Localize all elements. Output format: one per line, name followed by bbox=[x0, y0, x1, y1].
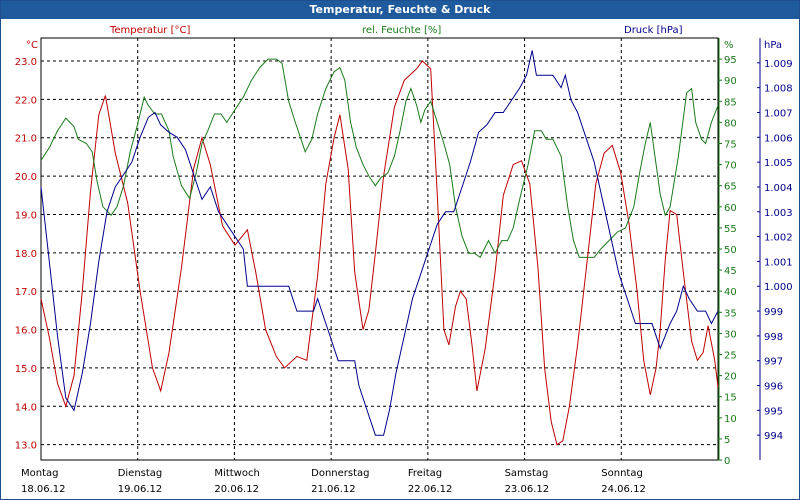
x-day-name: Samstag bbox=[505, 468, 549, 479]
humidity-tick-label: 30 bbox=[724, 329, 737, 340]
x-day-name: Sonntag bbox=[601, 468, 643, 479]
pressure-tick-label: 999 bbox=[764, 307, 783, 318]
axis-labels: 13.0 14.0 15.0 16.0 17.0 18.0 19.0 20.0 21.0 22.0… bbox=[15, 25, 793, 495]
pressure-tick-label: 1.000 bbox=[764, 282, 793, 293]
temp-tick-label: 17.0 bbox=[15, 287, 37, 298]
x-day-date: 23.06.12 bbox=[505, 484, 550, 495]
humidity-tick-label: 80 bbox=[724, 118, 737, 129]
x-day-name: Montag bbox=[21, 468, 58, 479]
humidity-tick-label: 0 bbox=[724, 456, 730, 467]
humidity-tick-label: 15 bbox=[724, 393, 737, 404]
x-day-date: 19.06.12 bbox=[118, 484, 163, 495]
legend-temperature: Temperatur [°C] bbox=[109, 25, 190, 36]
temp-tick-label: 21.0 bbox=[15, 134, 37, 145]
humidity-tick-label: 75 bbox=[724, 140, 737, 151]
x-day-date: 22.06.12 bbox=[408, 484, 453, 495]
humidity-unit-label: % bbox=[724, 40, 734, 51]
pressure-tick-label: 996 bbox=[764, 382, 783, 393]
humidity-tick-label: 20 bbox=[724, 372, 737, 383]
temp-tick-label: 20.0 bbox=[15, 172, 37, 183]
x-day-date: 20.06.12 bbox=[214, 484, 259, 495]
humidity-tick-label: 5 bbox=[724, 435, 730, 446]
x-day-name: Freitag bbox=[408, 468, 442, 479]
temp-unit-label: °C bbox=[26, 40, 38, 51]
humidity-tick-label: 95 bbox=[724, 55, 737, 66]
humidity-tick-label: 70 bbox=[724, 161, 737, 172]
x-day-date: 21.06.12 bbox=[311, 484, 356, 495]
humidity-tick-label: 90 bbox=[724, 76, 737, 87]
pressure-tick-label: 1.001 bbox=[764, 257, 793, 268]
pressure-tick-label: 997 bbox=[764, 357, 783, 368]
pressure-tick-label: 994 bbox=[764, 431, 783, 442]
humidity-tick-label: 50 bbox=[724, 245, 737, 256]
x-day-date: 18.06.12 bbox=[21, 484, 66, 495]
series-pressure-line bbox=[40, 50, 719, 436]
humidity-tick-label: 55 bbox=[724, 224, 737, 235]
temp-tick-label: 15.0 bbox=[15, 364, 37, 375]
temp-tick-label: 22.0 bbox=[15, 95, 37, 106]
pressure-tick-label: 1.004 bbox=[764, 183, 793, 194]
grid-lines bbox=[41, 38, 719, 460]
pressure-tick-label: 1.006 bbox=[764, 133, 793, 144]
series-humidity-line bbox=[40, 58, 719, 259]
series-temperature-line bbox=[40, 60, 719, 446]
humidity-tick-label: 25 bbox=[724, 351, 737, 362]
temp-tick-label: 18.0 bbox=[15, 249, 37, 260]
axes bbox=[40, 37, 761, 461]
pressure-tick-label: 1.007 bbox=[764, 108, 793, 119]
humidity-tick-label: 60 bbox=[724, 203, 737, 214]
humidity-tick-label: 10 bbox=[724, 414, 737, 425]
pressure-tick-label: 1.009 bbox=[764, 59, 793, 70]
pressure-tick-label: 1.008 bbox=[764, 84, 793, 95]
temp-tick-label: 16.0 bbox=[15, 326, 37, 337]
humidity-tick-label: 85 bbox=[724, 97, 737, 108]
chart-title: Temperatur, Feuchte & Druck bbox=[1, 1, 799, 19]
x-day-date: 24.06.12 bbox=[601, 484, 646, 495]
legend-humidity: rel. Feuchte [%] bbox=[362, 25, 441, 36]
humidity-tick-label: 65 bbox=[724, 182, 737, 193]
pressure-tick-label: 995 bbox=[764, 406, 783, 417]
temp-tick-label: 19.0 bbox=[15, 210, 37, 221]
x-day-name: Donnerstag bbox=[311, 468, 369, 479]
plot-border bbox=[40, 37, 719, 461]
legend-pressure: Druck [hPa] bbox=[624, 25, 683, 36]
pressure-tick-label: 1.003 bbox=[764, 208, 793, 219]
humidity-tick-label: 40 bbox=[724, 287, 737, 298]
humidity-tick-label: 45 bbox=[724, 266, 737, 277]
pressure-unit-label: hPa bbox=[764, 40, 782, 51]
temp-tick-label: 23.0 bbox=[15, 57, 37, 68]
humidity-tick-label: 35 bbox=[724, 308, 737, 319]
pressure-tick-label: 1.002 bbox=[764, 233, 793, 244]
pressure-tick-label: 1.005 bbox=[764, 158, 793, 169]
x-day-name: Mittwoch bbox=[214, 468, 259, 479]
x-day-name: Dienstag bbox=[118, 468, 163, 479]
temp-tick-label: 13.0 bbox=[15, 441, 37, 452]
pressure-tick-label: 998 bbox=[764, 332, 783, 343]
series-lines bbox=[40, 50, 719, 446]
temp-tick-label: 14.0 bbox=[15, 402, 37, 413]
